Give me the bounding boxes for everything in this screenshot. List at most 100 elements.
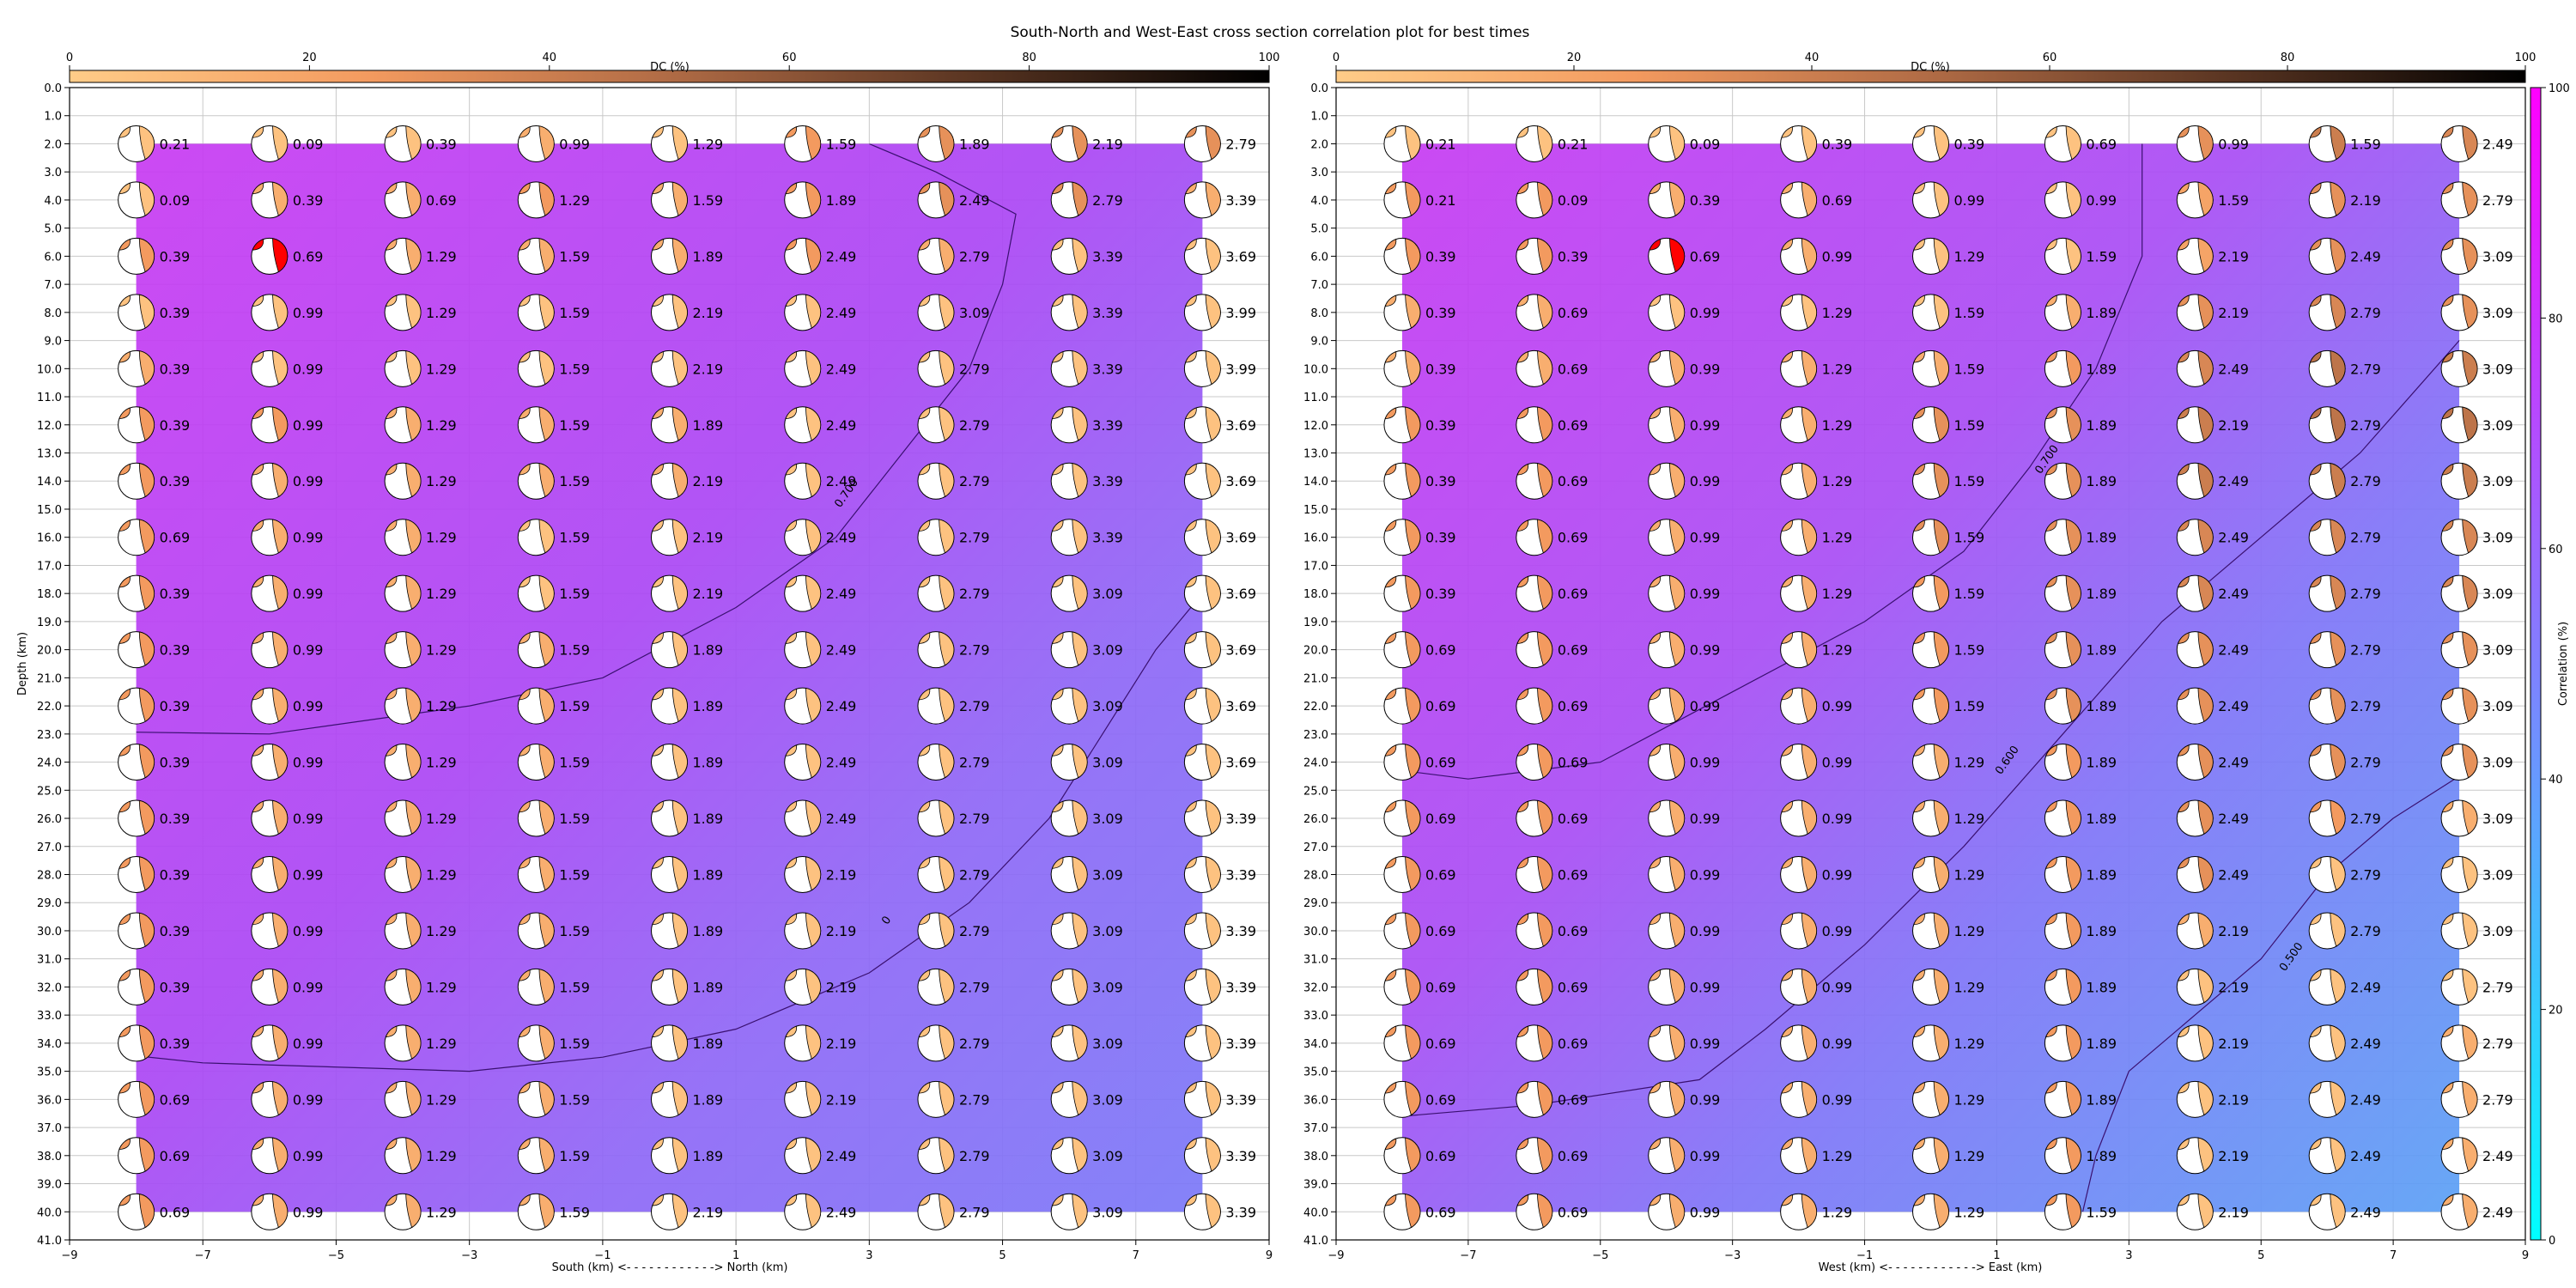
time-label: 0.39 [160, 1036, 191, 1052]
beachball-quadrant [1516, 800, 1529, 813]
time-label: 0.69 [160, 1204, 191, 1220]
focal-mechanism: 3.09 [917, 294, 990, 331]
time-label: 2.19 [2218, 1091, 2249, 1108]
focal-mechanism: 1.59 [1912, 631, 1984, 669]
beachball-quadrant [918, 351, 931, 363]
beachball-quadrant [1668, 406, 1686, 441]
time-label: 0.99 [293, 305, 324, 321]
focal-mechanism: 0.69 [118, 519, 190, 556]
beachball-quadrant [2462, 294, 2478, 329]
focal-mechanism: 3.39 [1183, 912, 1256, 950]
beachball-quadrant [1051, 857, 1064, 869]
time-label: 2.79 [959, 755, 990, 771]
beachball-quadrant [1185, 1138, 1197, 1151]
time-label: 3.09 [1092, 866, 1123, 883]
focal-mechanism: 2.79 [2308, 406, 2381, 444]
beachball-quadrant [2197, 744, 2214, 779]
corr-tick-label: 100 [2549, 82, 2570, 95]
time-label: 2.19 [2350, 192, 2381, 209]
time-label: 1.89 [2086, 1148, 2117, 1164]
time-label: 0.09 [1558, 192, 1589, 209]
beachball-quadrant [1537, 912, 1553, 947]
time-label: 0.39 [160, 811, 191, 827]
beachball-quadrant [1537, 1194, 1553, 1229]
beachball-quadrant [2309, 1138, 2322, 1151]
time-label: 3.09 [1092, 979, 1123, 995]
beachball-quadrant [1051, 463, 1064, 476]
focal-mechanism: 1.29 [384, 687, 457, 725]
y-tick-label: 34.0 [37, 1038, 62, 1051]
beachball-quadrant [405, 687, 422, 722]
y-tick-label: 8.0 [1310, 307, 1328, 320]
time-label: 1.89 [2086, 698, 2117, 714]
time-label: 0.39 [426, 136, 457, 152]
beachball-quadrant [1072, 406, 1088, 441]
y-tick-label: 14.0 [37, 476, 62, 489]
time-label: 3.39 [1225, 1091, 1256, 1108]
beachball-quadrant [805, 799, 822, 835]
beachball-quadrant [252, 1025, 264, 1038]
time-label: 3.69 [1225, 530, 1256, 546]
x-tick-label: −1 [594, 1249, 611, 1262]
time-label: 1.29 [1954, 1091, 1985, 1108]
beachball-quadrant [785, 913, 798, 926]
beachball-quadrant [1205, 1081, 1221, 1116]
focal-mechanism: 0.39 [118, 1024, 191, 1062]
beachball-quadrant [1185, 1194, 1197, 1206]
focal-mechanism: 3.09 [1050, 912, 1123, 950]
beachball-quadrant [272, 463, 289, 498]
focal-mechanism: 1.29 [384, 462, 457, 500]
focal-mechanism: 0.69 [118, 1137, 190, 1175]
time-label: 2.19 [2218, 1204, 2249, 1220]
time-label: 2.79 [959, 1148, 990, 1164]
beachball-quadrant [1801, 350, 1818, 386]
time-label: 2.79 [959, 698, 990, 714]
focal-mechanism: 0.99 [251, 968, 323, 1005]
beachball-quadrant [272, 969, 289, 1004]
time-label: 2.79 [2482, 1036, 2513, 1052]
beachball-quadrant [1384, 913, 1397, 926]
time-label: 2.49 [2350, 1148, 2381, 1164]
focal-mechanism: 1.59 [517, 1024, 590, 1062]
beachball-quadrant [518, 463, 531, 476]
beachball-quadrant [252, 519, 264, 532]
time-label: 2.49 [826, 305, 857, 321]
time-label: 3.39 [1225, 1148, 1256, 1164]
beachball-quadrant [1933, 856, 1949, 891]
y-tick-label: 28.0 [1303, 869, 1328, 882]
time-label: 0.99 [1690, 305, 1721, 321]
time-label: 3.09 [1092, 923, 1123, 939]
beachball-quadrant [1384, 1025, 1397, 1038]
focal-mechanism: 0.99 [1780, 912, 1852, 950]
focal-mechanism: 2.19 [651, 462, 723, 500]
beachball-quadrant [138, 575, 155, 610]
beachball-quadrant [1781, 913, 1793, 926]
y-tick-label: 21.0 [37, 672, 62, 685]
beachball-quadrant [1933, 744, 1949, 779]
beachball-quadrant [2441, 1138, 2454, 1151]
focal-mechanism: 0.69 [1383, 855, 1456, 893]
time-label: 2.49 [826, 361, 857, 377]
time-label: 2.79 [2350, 530, 2381, 546]
focal-mechanism: 0.99 [1648, 1193, 1720, 1230]
y-tick-label: 16.0 [37, 532, 62, 545]
beachball-quadrant [1405, 181, 1421, 216]
focal-mechanism: 2.49 [2308, 1137, 2381, 1175]
y-tick-label: 8.0 [44, 307, 62, 320]
time-label: 1.59 [693, 192, 724, 209]
beachball-quadrant [1649, 351, 1662, 363]
focal-mechanism: 2.79 [917, 406, 990, 444]
focal-mechanism: 0.99 [251, 855, 323, 893]
beachball-quadrant [2441, 1194, 2454, 1206]
beachball-quadrant [138, 744, 155, 779]
beachball-quadrant [2197, 912, 2214, 947]
time-label: 0.69 [1558, 530, 1589, 546]
beachball-quadrant [652, 913, 664, 926]
focal-mechanism: 0.69 [1516, 519, 1589, 556]
focal-mechanism: 0.39 [1383, 406, 1456, 444]
time-label: 0.69 [1558, 1036, 1589, 1052]
beachball-quadrant [671, 519, 688, 554]
focal-mechanism: 2.49 [2176, 631, 2249, 669]
beachball-quadrant [1801, 125, 1818, 161]
